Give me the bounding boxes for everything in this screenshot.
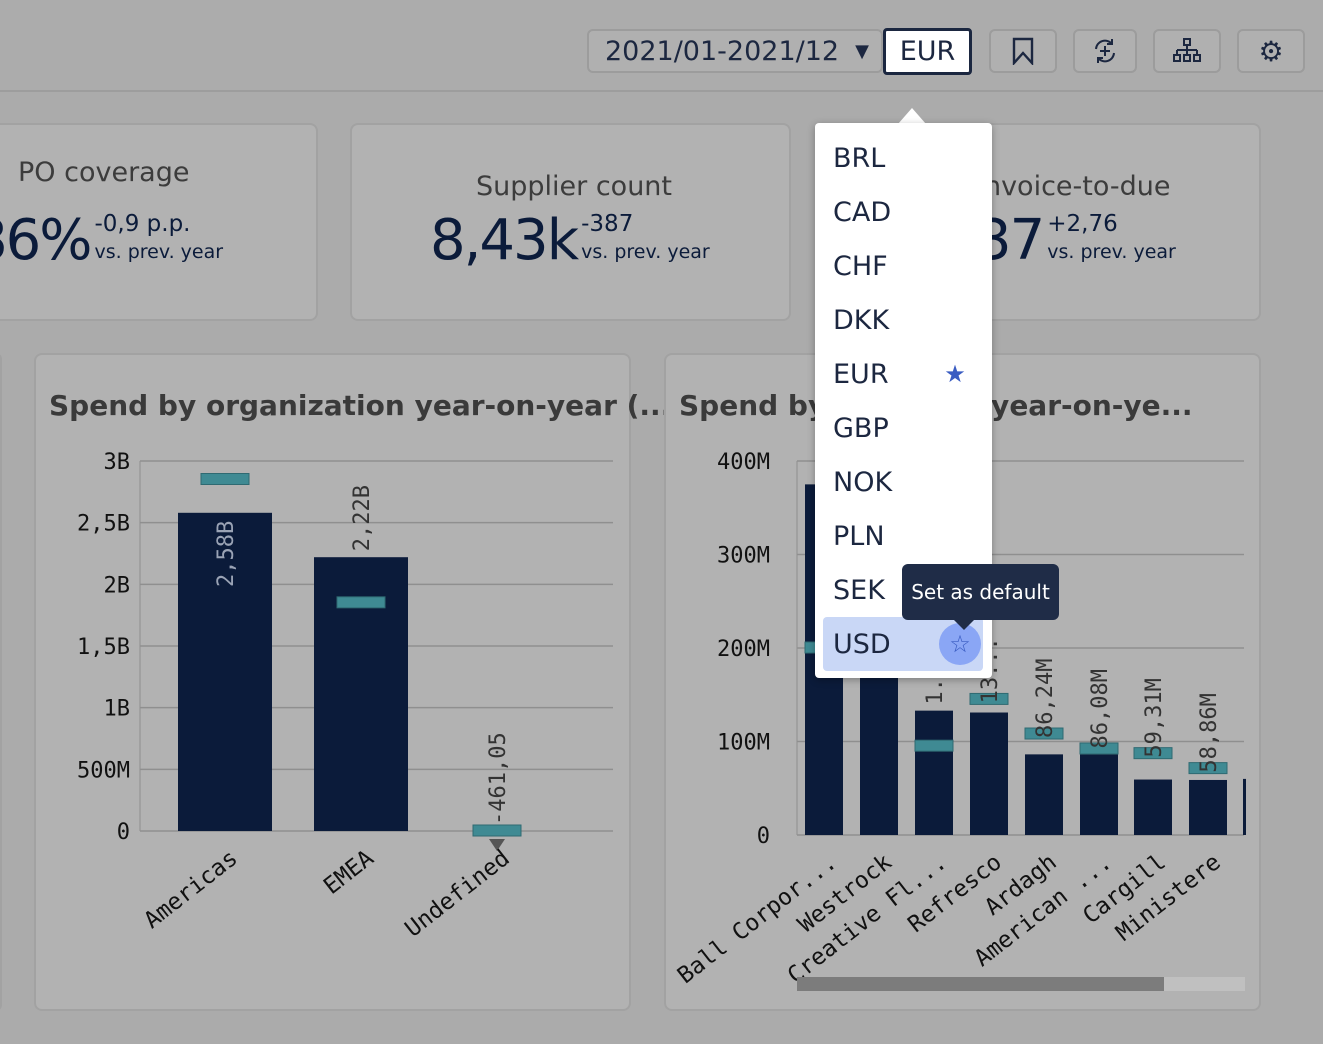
- kpi-title: Invoice-to-due: [976, 171, 1171, 202]
- star-outline-icon[interactable]: ☆: [939, 623, 981, 665]
- prev-year-marker: [1133, 747, 1173, 760]
- currency-option-nok[interactable]: NOK: [823, 455, 983, 509]
- bar: [1189, 779, 1227, 835]
- kpi-comparison: -0,9 p.p. vs. prev. year: [94, 209, 223, 265]
- prev-year-marker: [336, 596, 386, 609]
- value-label: 58,86M: [1197, 693, 1222, 772]
- x-tick-label: EMEA: [319, 845, 379, 900]
- x-tick-label: Undefined: [400, 845, 514, 942]
- gear-icon: ⚙: [1258, 34, 1284, 68]
- kpi-sub: vs. prev. year: [94, 241, 224, 263]
- currency-option-gbp[interactable]: GBP: [823, 401, 983, 455]
- bar: [1080, 754, 1118, 835]
- kpi-value-row: 86% -0,9 p.p. vs. prev. year: [0, 208, 223, 273]
- bar: [1134, 779, 1172, 835]
- currency-code: GBP: [833, 412, 889, 444]
- kpi-sub: vs. prev. year: [581, 241, 710, 263]
- y-tick-label: 0: [117, 820, 130, 845]
- refresh-button[interactable]: [1073, 29, 1137, 73]
- currency-code: CHF: [833, 250, 888, 282]
- prev-year-marker: [200, 473, 250, 485]
- caret-down-icon: ▼: [855, 40, 869, 62]
- y-tick-label: 1B: [104, 697, 131, 722]
- kpi-value: 86%: [0, 208, 92, 273]
- set-default-tooltip: Set as default: [902, 564, 1059, 630]
- kpi-sub: vs. prev. year: [1047, 241, 1176, 263]
- currency-code: EUR: [833, 358, 889, 390]
- kpi-value: 8,43k: [430, 208, 579, 273]
- y-tick-label: 2,5B: [77, 512, 130, 537]
- y-tick-label: 400M: [717, 450, 770, 475]
- scrollbar-thumb[interactable]: [797, 977, 1165, 991]
- value-label: 86,24M: [1033, 659, 1058, 738]
- kpi-comparison: +2,76 vs. prev. year: [1047, 209, 1176, 265]
- y-tick-label: 200M: [717, 637, 770, 662]
- kpi-comparison: -387 vs. prev. year: [581, 209, 710, 265]
- bar: [915, 710, 953, 835]
- currency-option-sek[interactable]: SEK: [823, 563, 983, 617]
- currency-code: USD: [833, 628, 891, 660]
- currency-code: CAD: [833, 196, 892, 228]
- currency-option-eur[interactable]: EUR ★: [823, 347, 983, 401]
- kpi-title: Supplier count: [476, 171, 673, 202]
- currency-option-chf[interactable]: CHF: [823, 239, 983, 293]
- star-filled-icon[interactable]: ★: [944, 360, 966, 388]
- kpi-delta: -387: [581, 211, 634, 237]
- settings-button[interactable]: ⚙: [1237, 29, 1305, 73]
- refresh-add-icon: [1095, 39, 1115, 63]
- currency-code: DKK: [833, 304, 890, 336]
- value-label: 2,22B: [350, 485, 375, 551]
- bar: [860, 648, 898, 835]
- chart-title: Spend by organization year-on-year (...: [49, 389, 672, 422]
- kpi-delta: +2,76: [1047, 211, 1118, 237]
- bar: [970, 712, 1008, 835]
- dropdown-arrow: [898, 108, 926, 124]
- prev-year-marker: [914, 739, 954, 752]
- bookmark-button[interactable]: [989, 29, 1057, 73]
- currency-option-pln[interactable]: PLN: [823, 509, 983, 563]
- prev-year-marker: [1079, 742, 1119, 755]
- y-tick-label: 0: [757, 824, 770, 849]
- kpi-value-row: 8,43k -387 vs. prev. year: [430, 208, 710, 273]
- prev-year-marker: [1024, 727, 1064, 740]
- y-tick-label: 3B: [104, 450, 131, 475]
- currency-option-dkk[interactable]: DKK: [823, 293, 983, 347]
- value-label: -461,05: [486, 732, 511, 825]
- kpi-card-supplier-count: Supplier count 8,43k -387 vs. prev. year: [350, 123, 791, 321]
- date-range-dropdown[interactable]: 2021/01-2021/12 ▼: [587, 29, 883, 73]
- x-tick-label: Americas: [139, 845, 242, 934]
- y-tick-label: 2B: [104, 573, 131, 598]
- chart-scrollbar[interactable]: [797, 977, 1245, 991]
- negative-indicator: [489, 839, 505, 851]
- bar: [178, 512, 272, 831]
- kpi-title: PO coverage: [18, 157, 190, 188]
- value-label: 2,58B: [214, 521, 239, 587]
- bar-partial: [1243, 778, 1246, 835]
- hierarchy-button[interactable]: [1153, 29, 1221, 73]
- value-label: 86,08M: [1088, 669, 1113, 748]
- prev-year-marker: [472, 824, 522, 837]
- currency-code: PLN: [833, 520, 885, 552]
- prev-year-marker: [1188, 762, 1228, 775]
- kpi-delta: -0,9 p.p.: [94, 211, 191, 237]
- currency-code: NOK: [833, 466, 893, 498]
- currency-code: BRL: [833, 142, 886, 174]
- y-tick-label: 1,5B: [77, 635, 130, 660]
- bookmark-icon: [1012, 37, 1034, 65]
- y-tick-label: 500M: [77, 758, 130, 783]
- bar: [1025, 754, 1063, 835]
- prev-year-marker: [969, 692, 1009, 705]
- currency-option-brl[interactable]: BRL: [823, 131, 983, 185]
- currency-option-cad[interactable]: CAD: [823, 185, 983, 239]
- hierarchy-icon: [1173, 38, 1201, 62]
- currency-button[interactable]: EUR: [883, 28, 972, 75]
- y-tick-label: 300M: [717, 544, 770, 569]
- y-tick-label: 100M: [717, 731, 770, 756]
- kpi-card-po-coverage: PO coverage 86% -0,9 p.p. vs. prev. year: [0, 123, 318, 321]
- currency-code: SEK: [833, 574, 885, 606]
- date-range-value: 2021/01-2021/12: [605, 35, 840, 67]
- value-label: 59,31M: [1142, 678, 1167, 757]
